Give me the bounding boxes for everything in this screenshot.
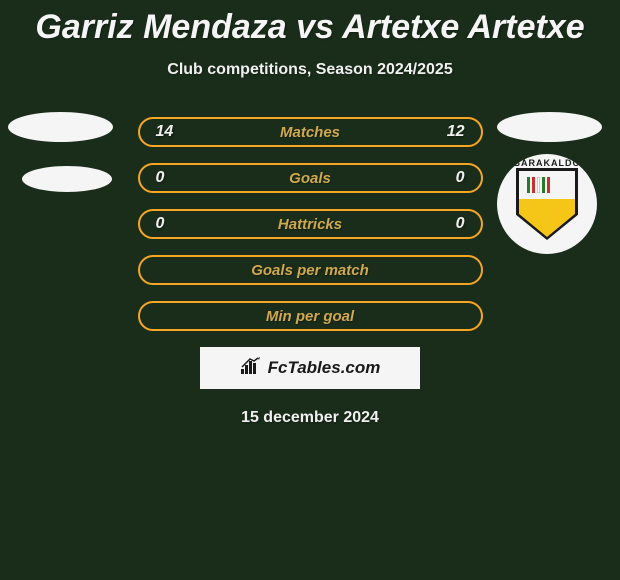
page-subtitle: Club competitions, Season 2024/2025: [0, 61, 620, 79]
club-shield-icon: [516, 168, 578, 240]
club-name-text: BARAKALDO: [497, 158, 597, 168]
player-right-club-badge: BARAKALDO: [497, 154, 597, 254]
stat-label: Min per goal: [266, 308, 354, 325]
comparison-area: BARAKALDO 14 Matches 12: [0, 117, 620, 427]
player-right-avatars: BARAKALDO: [497, 112, 602, 254]
watermark-text: FcTables.com: [268, 358, 381, 378]
stat-row-hattricks: 0 Hattricks 0: [138, 209, 483, 239]
stat-row-goals: 0 Goals 0: [138, 163, 483, 193]
watermark: FcTables.com: [200, 347, 420, 389]
stat-row-min-per-goal: Min per goal: [138, 301, 483, 331]
stat-row-matches: 14 Matches 12: [138, 117, 483, 147]
stat-left-value: 0: [156, 215, 186, 233]
stat-label: Hattricks: [278, 216, 342, 233]
stat-label: Goals: [289, 170, 331, 187]
player-right-avatar: [497, 112, 602, 142]
stat-left-value: 0: [156, 169, 186, 187]
stat-rows: 14 Matches 12 0 Goals 0 0 Hattricks 0 Go…: [138, 117, 483, 331]
stat-left-value: 14: [156, 123, 186, 141]
page-title: Garriz Mendaza vs Artetxe Artetxe: [0, 0, 620, 47]
stat-label: Matches: [280, 124, 340, 141]
stat-row-goals-per-match: Goals per match: [138, 255, 483, 285]
player-left-club-badge: [22, 166, 112, 192]
player-left-avatar: [8, 112, 113, 142]
player-left-avatars: [8, 112, 113, 216]
stat-right-value: 0: [435, 215, 465, 233]
stat-right-value: 0: [435, 169, 465, 187]
stat-label: Goals per match: [251, 262, 369, 279]
bars-icon: [240, 357, 262, 380]
stat-right-value: 12: [435, 123, 465, 141]
date-text: 15 december 2024: [0, 409, 620, 427]
